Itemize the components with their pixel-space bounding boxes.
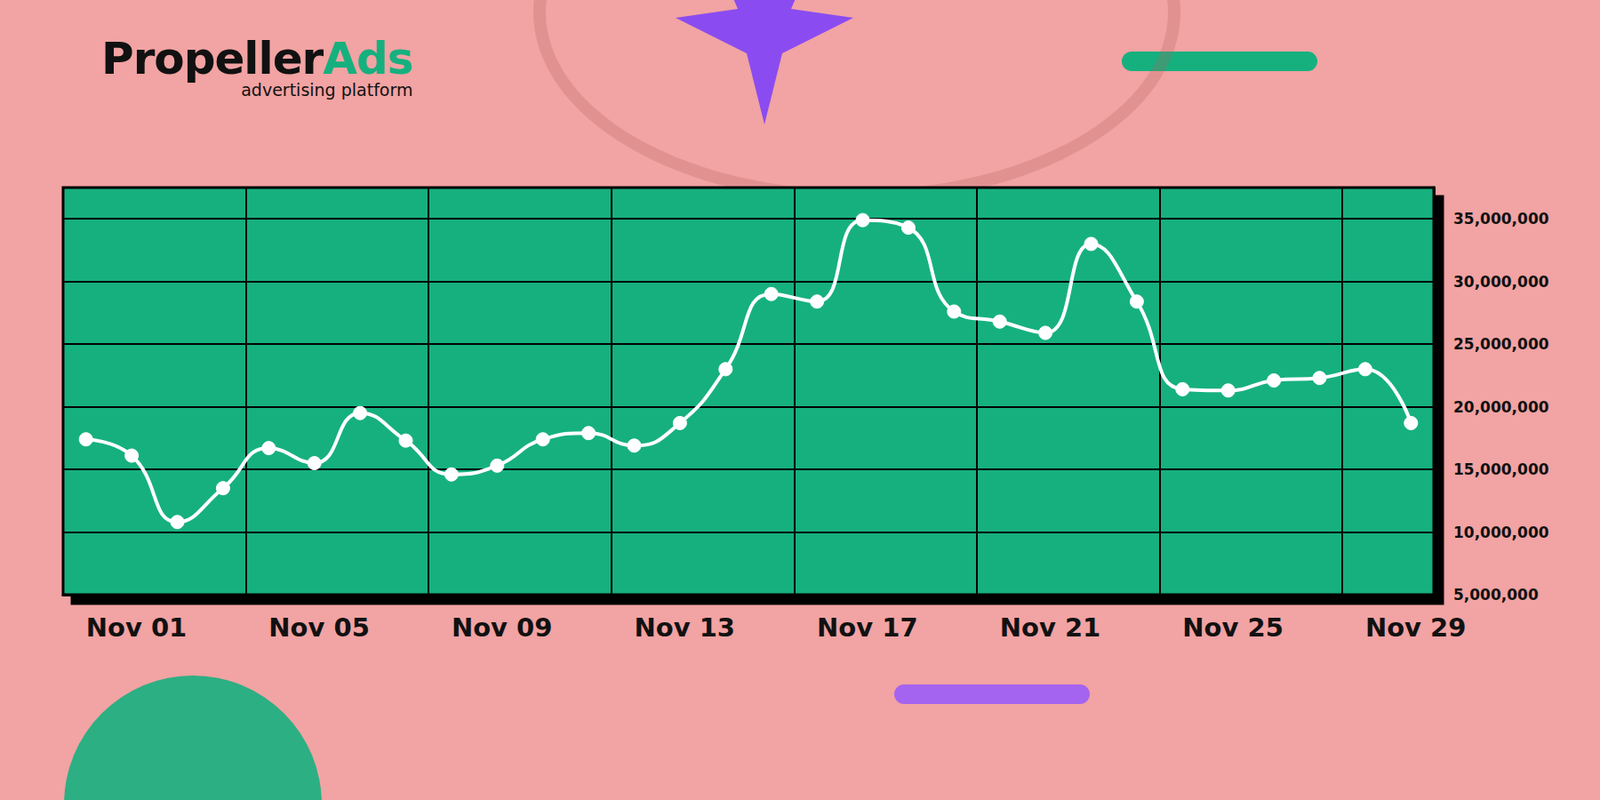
svg-text:10,000,000: 10,000,000 [1453,523,1550,542]
html-text:Propeller Ads: Propeller Ads [101,32,413,85]
svg-text:Nov 05: Nov 05 [268,612,370,643]
svg-text:25,000,000: 25,000,000 [1453,335,1550,353]
svg-text:Nov 29: Nov 29 [1365,612,1467,643]
html-text:advertising platform: advertising platform [241,80,413,100]
svg-text:Nov 13: Nov 13 [634,612,736,643]
svg-text:Nov 25: Nov 25 [1182,612,1284,643]
svg-text:20,000,000: 20,000,000 [1453,398,1550,416]
svg-text:Nov 21: Nov 21 [1000,612,1102,643]
svg-text:Nov 09: Nov 09 [451,612,553,643]
svg-text:15,000,000: 15,000,000 [1453,460,1550,479]
svg-text:30,000,000: 30,000,000 [1453,272,1550,291]
svg-text:Nov 01: Nov 01 [86,612,188,643]
svg-text:Nov 17: Nov 17 [816,612,919,643]
svg-text:5,000,000: 5,000,000 [1453,585,1539,604]
svg-text:35,000,000: 35,000,000 [1453,209,1550,228]
